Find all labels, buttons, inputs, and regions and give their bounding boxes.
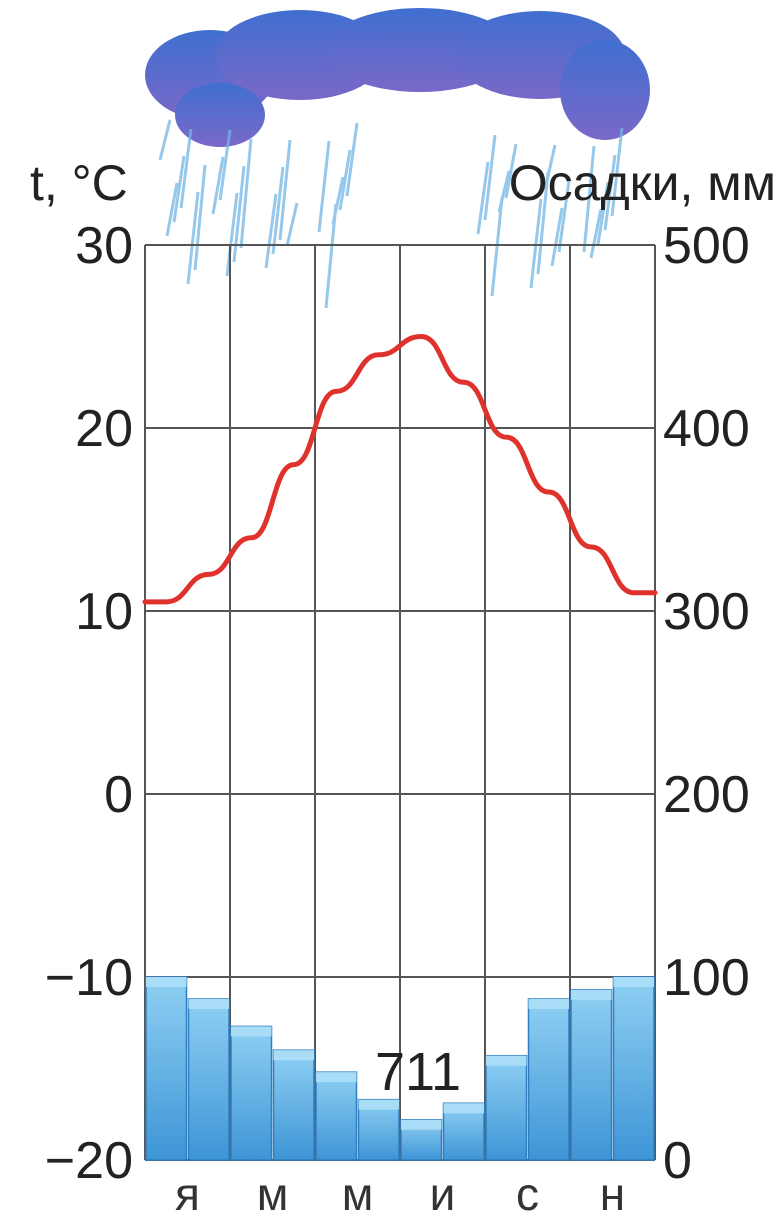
right-axis-tick-label: 500 bbox=[663, 217, 750, 275]
rain-streak bbox=[331, 176, 345, 225]
right-axis-title: Осадки, мм bbox=[509, 155, 776, 211]
precipitation-bar-top bbox=[528, 998, 569, 1009]
left-axis-title: t, °C bbox=[30, 155, 128, 211]
precipitation-bar-top bbox=[188, 998, 229, 1009]
precipitation-bar bbox=[145, 976, 188, 1161]
rain-streak bbox=[550, 207, 564, 267]
precipitation-bar-top bbox=[613, 977, 654, 987]
precipitation-bar bbox=[527, 998, 570, 1161]
rain-streak bbox=[271, 166, 285, 255]
precipitation-bar-top bbox=[443, 1103, 484, 1114]
rain-streak bbox=[264, 193, 278, 269]
precipitation-bar bbox=[612, 976, 655, 1161]
month-tick-label: я bbox=[175, 1168, 200, 1220]
rain-streak bbox=[317, 140, 331, 233]
precipitation-bar-top bbox=[401, 1119, 442, 1130]
precipitation-bar bbox=[272, 1049, 315, 1161]
rain-streak bbox=[218, 129, 232, 201]
rain-streak bbox=[529, 198, 543, 289]
precipitation-bar bbox=[570, 989, 613, 1161]
rain-streak bbox=[582, 145, 596, 253]
rain-streak bbox=[179, 128, 193, 209]
month-tick-label: с bbox=[516, 1168, 539, 1220]
rain-streak bbox=[589, 208, 603, 259]
rain-streak bbox=[483, 134, 497, 221]
rain-streak bbox=[610, 127, 624, 217]
rain-streak bbox=[285, 202, 299, 247]
precipitation-bar bbox=[357, 1098, 400, 1161]
precipitation-bar-top bbox=[231, 1026, 272, 1037]
rain-streak bbox=[239, 138, 253, 249]
precipitation-bar-top bbox=[146, 977, 187, 987]
rain-streak bbox=[172, 155, 186, 223]
right-axis-tick-label: 200 bbox=[663, 766, 750, 824]
rain-streak bbox=[497, 170, 511, 213]
rain-streak bbox=[504, 143, 518, 199]
precipitation-bars bbox=[145, 976, 655, 1161]
left-axis-ticks: 30 20 10 0 −10 −20 bbox=[45, 217, 133, 1190]
precipitation-bar bbox=[315, 1071, 358, 1161]
rain-streak bbox=[557, 180, 571, 253]
precipitation-bar-top bbox=[316, 1072, 357, 1083]
rain-streak bbox=[543, 144, 557, 191]
month-tick-label: и bbox=[430, 1168, 456, 1220]
rain-streak bbox=[165, 182, 179, 237]
rain-streak bbox=[596, 181, 610, 245]
left-axis-tick-label: −20 bbox=[45, 1132, 133, 1190]
month-tick-label: н bbox=[600, 1168, 625, 1220]
precipitation-bar-top bbox=[358, 1099, 399, 1110]
precipitation-bar-top bbox=[273, 1050, 314, 1061]
left-axis-tick-label: 10 bbox=[75, 583, 133, 641]
rain-streak bbox=[603, 154, 617, 231]
right-axis-tick-label: 100 bbox=[663, 949, 750, 1007]
precipitation-bar bbox=[187, 998, 230, 1161]
temperature-line bbox=[142, 334, 658, 605]
rain-streak bbox=[345, 122, 359, 197]
left-axis-tick-label: 20 bbox=[75, 400, 133, 458]
month-tick-label: м bbox=[342, 1168, 374, 1220]
chart-grid bbox=[144, 244, 656, 1161]
month-tick-label: м bbox=[257, 1168, 289, 1220]
rain-streak bbox=[225, 192, 239, 277]
right-axis-tick-label: 300 bbox=[663, 583, 750, 641]
rain-streak bbox=[338, 149, 352, 211]
rain-cloud-icon bbox=[145, 8, 650, 309]
right-axis-ticks: 500 400 300 200 100 0 bbox=[663, 217, 750, 1190]
rain-streak bbox=[278, 139, 292, 241]
right-axis-tick-label: 0 bbox=[663, 1132, 692, 1190]
rain-streak bbox=[476, 161, 490, 235]
precipitation-bar bbox=[230, 1025, 273, 1161]
left-axis-tick-label: 0 bbox=[104, 766, 133, 824]
rain-streak bbox=[193, 164, 207, 271]
rain-streak bbox=[158, 119, 172, 161]
rain-streak bbox=[211, 156, 225, 215]
precipitation-bar bbox=[485, 1054, 528, 1161]
left-axis-tick-label: 30 bbox=[75, 217, 133, 275]
rain-streak bbox=[186, 191, 200, 285]
right-axis-tick-label: 400 bbox=[663, 400, 750, 458]
rain-streak bbox=[490, 197, 504, 297]
precipitation-bar-top bbox=[571, 989, 612, 1000]
annual-precipitation-total: 711 bbox=[375, 1042, 461, 1102]
precipitation-bar-top bbox=[486, 1055, 527, 1066]
left-axis-tick-label: −10 bbox=[45, 949, 133, 1007]
